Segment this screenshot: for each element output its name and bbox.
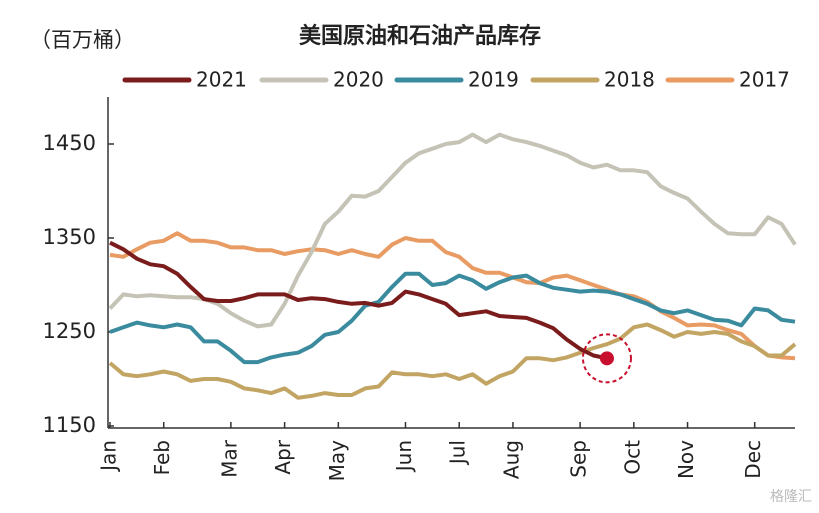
x-tick-label: Jun bbox=[392, 440, 416, 473]
x-tick-label: Dec bbox=[741, 440, 765, 479]
end-point bbox=[599, 351, 614, 366]
series-line bbox=[108, 322, 797, 400]
x-tick-label: Mar bbox=[217, 439, 241, 478]
legend-label: 2018 bbox=[604, 68, 655, 92]
x-tick-label: Sep bbox=[567, 440, 591, 478]
watermark: 格隆汇 bbox=[770, 489, 812, 505]
series-line bbox=[109, 240, 608, 361]
y-tick-label: 1150 bbox=[43, 413, 96, 437]
legend-label: 2019 bbox=[468, 68, 519, 92]
y-axis-label: （百万桶） bbox=[30, 28, 135, 52]
x-tick-label: Aug bbox=[499, 440, 523, 479]
chart-title: 美国原油和石油产品库存 bbox=[299, 23, 541, 49]
series-line bbox=[109, 231, 796, 361]
x-tick-label: Nov bbox=[674, 440, 698, 479]
y-tick-label: 1250 bbox=[43, 319, 96, 343]
series-line bbox=[109, 271, 796, 365]
y-tick-label: 1350 bbox=[43, 225, 96, 249]
legend-label: 2017 bbox=[739, 68, 790, 92]
x-tick-label: Jul bbox=[446, 440, 470, 466]
y-tick-label: 1450 bbox=[43, 131, 96, 155]
x-tick-label: Apr bbox=[271, 439, 295, 474]
x-tick-label: Jan bbox=[97, 440, 121, 473]
x-tick-label: May bbox=[325, 440, 349, 482]
legend-label: 2021 bbox=[196, 68, 247, 92]
x-tick-label: Oct bbox=[620, 440, 644, 475]
legend-label: 2020 bbox=[333, 68, 384, 92]
highlight-ring bbox=[581, 333, 632, 384]
series-line bbox=[108, 132, 797, 329]
x-tick-label: Feb bbox=[150, 440, 174, 475]
